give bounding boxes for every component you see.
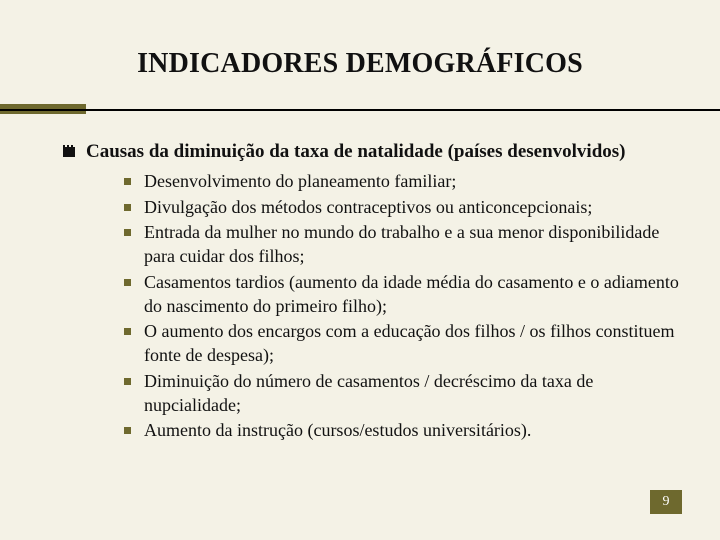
list-item-text: Diminuição do número de casamentos / dec… bbox=[144, 371, 593, 415]
list-item: O aumento dos encargos com a educação do… bbox=[124, 320, 684, 368]
list-item: Desenvolvimento do planeamento familiar; bbox=[124, 170, 684, 194]
square-bullet-icon bbox=[124, 378, 131, 385]
list-item-text: Casamentos tardios (aumento da idade méd… bbox=[144, 272, 679, 316]
list-item-text: Divulgação dos métodos contraceptivos ou… bbox=[144, 197, 592, 217]
list-item: Entrada da mulher no mundo do trabalho e… bbox=[124, 221, 684, 269]
list-item-text: O aumento dos encargos com a educação do… bbox=[144, 321, 675, 365]
square-bullet-icon bbox=[124, 178, 131, 185]
square-bullet-icon bbox=[124, 229, 131, 236]
sub-list: Desenvolvimento do planeamento familiar;… bbox=[86, 170, 684, 443]
title-area: INDICADORES DEMOGRÁFICOS bbox=[0, 0, 720, 98]
page-number-box: 9 bbox=[650, 490, 682, 514]
castle-bullet-icon bbox=[62, 143, 76, 157]
list-item-text: Desenvolvimento do planeamento familiar; bbox=[144, 171, 456, 191]
square-bullet-icon bbox=[124, 279, 131, 286]
list-item-text: Entrada da mulher no mundo do trabalho e… bbox=[144, 222, 659, 266]
list-item: Diminuição do número de casamentos / dec… bbox=[124, 370, 684, 418]
horizontal-rule bbox=[0, 109, 720, 111]
list-item-text: Aumento da instrução (cursos/estudos uni… bbox=[144, 420, 531, 440]
level1-item: Causas da diminuição da taxa de natalida… bbox=[62, 140, 684, 443]
square-bullet-icon bbox=[124, 427, 131, 434]
content-area: Causas da diminuição da taxa de natalida… bbox=[62, 140, 684, 449]
list-item: Aumento da instrução (cursos/estudos uni… bbox=[124, 419, 684, 443]
page-number: 9 bbox=[663, 494, 670, 510]
square-bullet-icon bbox=[124, 204, 131, 211]
list-item: Divulgação dos métodos contraceptivos ou… bbox=[124, 196, 684, 220]
list-item: Casamentos tardios (aumento da idade méd… bbox=[124, 271, 684, 319]
square-bullet-icon bbox=[124, 328, 131, 335]
level1-heading: Causas da diminuição da taxa de natalida… bbox=[86, 140, 684, 164]
page-title: INDICADORES DEMOGRÁFICOS bbox=[0, 48, 720, 80]
